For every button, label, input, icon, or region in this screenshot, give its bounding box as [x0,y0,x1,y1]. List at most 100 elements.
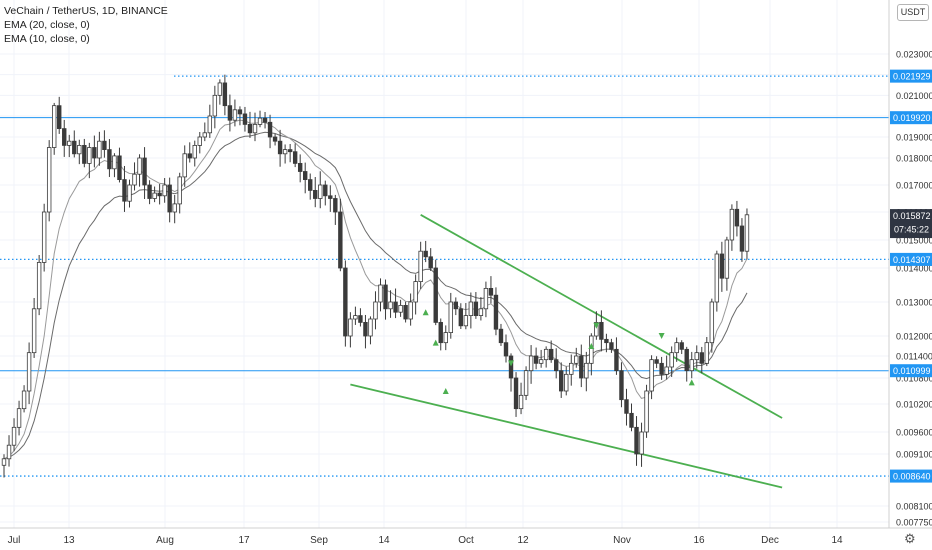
candle-body [734,208,740,227]
candle-body [388,301,393,310]
price-tick-label: 0.009600 [896,428,932,438]
candle-body [739,225,745,252]
candle-body [493,294,499,330]
price-tick-label: 0.015000 [896,236,932,246]
candle-body [684,348,689,372]
candle-body [52,105,57,148]
candle-body [1,458,7,466]
candle-body [202,132,207,138]
chart-legend: VeChain / TetherUS, 1D, BINANCE EMA (20,… [4,4,168,46]
candle-body [277,140,283,155]
candle-body [127,184,132,202]
price-level-label: 0.015872 [893,211,931,221]
candle-body [11,426,17,446]
candle-body [634,426,639,455]
price-tick-label: 0.019000 [896,133,932,143]
price-level-label: 0.019920 [893,113,931,123]
candle-body [664,366,669,375]
candle-body [16,408,22,428]
candle-body [31,308,37,354]
candle-body [112,155,117,170]
candle-body [644,390,649,433]
candle-body [242,113,248,125]
candle-body [21,390,27,410]
price-level-lines [0,75,889,477]
candle-body [669,352,674,368]
candle-body [36,261,42,310]
candle-body [614,348,619,372]
time-axis: Jul 13 Aug 17 Sep 14 Oct 12 Nov 16 Dec 14 [8,535,843,546]
candle-body [674,342,679,354]
candle-body [97,140,102,159]
candle-body [287,149,293,153]
time-tick-label: 14 [831,535,843,546]
candle-body [157,192,162,197]
candle-body [227,105,233,121]
candle-body [177,176,182,205]
candle-body [579,355,584,379]
candle-body [594,321,599,337]
price-tick-label: 0.011400 [896,352,932,362]
candle-body [589,335,594,364]
price-tick-label: 0.008100 [896,502,932,512]
currency-label[interactable]: USDT [897,4,929,21]
candle-body [554,359,559,372]
time-tick-label: Sep [310,535,328,546]
candle-body [458,308,464,327]
candle-body [413,281,418,303]
candle-body [92,147,97,159]
candle-body [393,301,398,313]
candle-body [433,267,438,323]
candle-body [533,355,539,364]
candle-body [152,192,157,199]
candle-body [197,136,202,146]
candle-body [82,144,87,164]
price-level-label: 0.014307 [893,255,931,265]
candle-body [252,124,258,134]
candle-body [714,253,720,303]
candle-body [338,211,343,269]
candle-body [122,179,127,202]
signal-marker [588,343,595,349]
candle-body [649,359,654,392]
time-tick-label: 12 [517,535,529,546]
candle-body [62,128,67,146]
candle-body [318,184,323,199]
candle-body [709,301,715,344]
candle-body [117,155,122,180]
candle-body [654,359,659,364]
symbol-title[interactable]: VeChain / TetherUS, 1D, BINANCE [4,5,168,17]
candle-body [222,82,228,107]
candle-body [6,444,12,460]
candle-body [282,149,288,155]
gear-icon[interactable]: ⚙ [904,531,916,546]
candle-body [403,304,408,320]
ema10-line [3,119,748,460]
candle-body [373,301,378,320]
candle-body [483,287,489,310]
candle-body [428,256,433,269]
candle-body [503,342,509,357]
time-tick-label: Nov [613,535,631,546]
ema20-legend[interactable]: EMA (20, close, 0) [4,19,90,31]
price-level-label-bg [890,469,932,483]
candle-body [548,348,554,361]
candle-body [212,94,218,117]
candle-body [689,359,694,372]
countdown-label: 07:45:22 [894,225,929,235]
candle-body [624,399,629,414]
candle-body [659,362,664,375]
candle-body [604,338,609,344]
price-level-label-bg [890,111,932,125]
candle-body [508,355,514,379]
candle-body [363,321,368,337]
candle-body [679,342,684,350]
candle-body [272,136,278,142]
signal-marker [432,339,439,346]
price-tick-label: 0.013000 [896,298,932,308]
candle-body [297,162,303,172]
candle-body [343,267,348,337]
ema10-legend[interactable]: EMA (10, close, 0) [4,33,90,45]
candle-body [77,144,82,155]
